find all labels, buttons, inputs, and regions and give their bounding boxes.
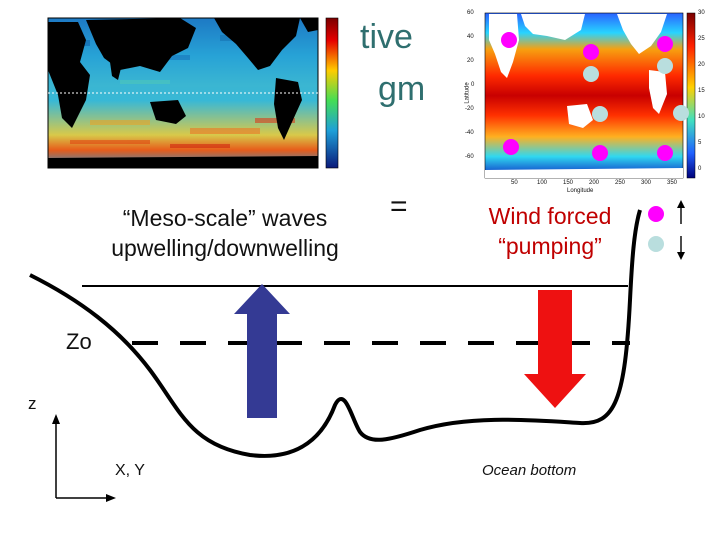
upwelling-marker [592,106,608,122]
wind-label-line-1: Wind forced [488,203,612,229]
wind-colorbar-tick: 0 [698,166,702,172]
downwelling-marker [501,32,517,48]
wind-colorbar-tick: 20 [698,62,705,68]
wind-y-tick: 0 [471,82,475,88]
wind-y-tick: 20 [467,58,474,64]
wind-x-tick: 350 [667,180,678,186]
eady-map-graphic [47,17,339,169]
upwelling-arrow-icon [234,284,290,418]
downwelling-marker [503,139,519,155]
meso-label-line-2: upwelling/downwelling [111,235,339,261]
wind-colorbar-tick: 10 [698,114,705,120]
wind-map-markers [501,32,689,161]
downwelling-marker [592,145,608,161]
wind-colorbar-tick: 30 [698,10,705,16]
wind-label-line-2: “pumping” [498,233,602,259]
meso-scale-label: “Meso-scale” waves upwelling/downwelling [80,203,370,263]
wind-y-tick: 40 [467,34,474,40]
downwelling-marker [657,145,673,161]
wind-x-tick: 200 [589,180,600,186]
wind-colorbar-tick: 25 [698,36,705,42]
downwelling-marker [583,44,599,60]
wind-colorbar-tick: 5 [698,140,702,146]
wind-x-tick: 100 [537,180,548,186]
wind-x-tick: 250 [615,180,626,186]
wind-y-tick: -20 [465,106,474,112]
wind-colorbar-tick: 15 [698,88,705,94]
wind-y-tick: -60 [465,154,474,160]
upwelling-marker [657,58,673,74]
z-axis-label: z [28,394,37,413]
wind-y-tick: 60 [467,10,474,16]
downwelling-arrow-icon [524,290,586,408]
equals-sign: = [390,190,408,223]
coordinate-axes [52,414,116,502]
wind-y-tick: -40 [465,130,474,136]
wind-forced-label: Wind forced “pumping” [470,201,630,261]
wind-map-graphic [484,12,696,179]
ocean-basin-outline [29,209,642,458]
wind-map-xlabel: Longitude [567,188,594,194]
wind-x-tick: 300 [641,180,652,186]
downwelling-marker [657,36,673,52]
upwelling-marker [673,105,689,121]
slide-title-fragment-top: tive [360,18,413,56]
slide-title-fragment-bottom: gm [378,70,426,108]
xy-axis-label: X, Y [115,462,145,479]
zo-label: Zo [66,329,92,354]
ocean-bottom-label: Ocean bottom [482,462,577,479]
wind-x-tick: 150 [563,180,574,186]
eady-timescale-map [0,0,360,205]
wind-map: 60 40 20 0 -20 -40 -60 Latitude 50 100 1… [455,10,705,195]
meso-label-line-1: “Meso-scale” waves [122,205,328,231]
upwelling-marker [583,66,599,82]
wind-x-tick: 50 [511,180,518,186]
